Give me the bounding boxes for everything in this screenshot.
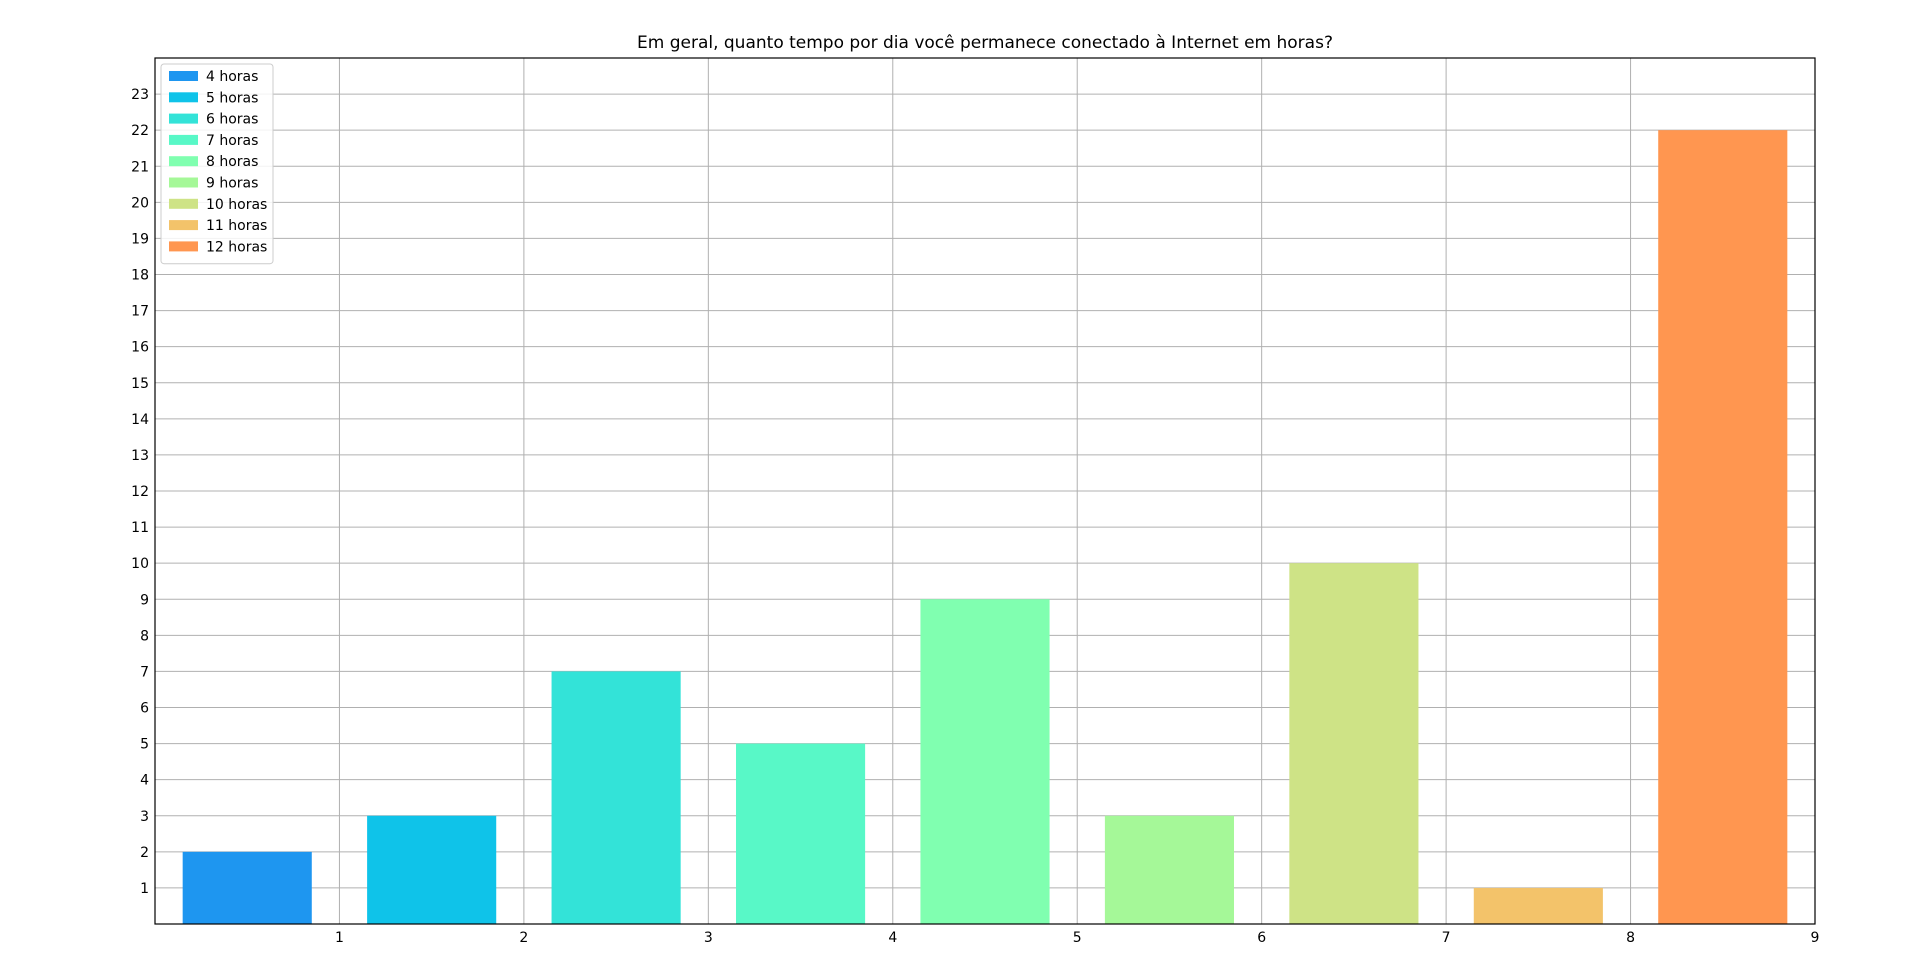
y-tick-label: 17 — [131, 304, 149, 320]
legend-label: 10 horas — [206, 197, 267, 213]
bar — [1289, 563, 1419, 924]
legend-swatch — [169, 177, 198, 188]
legend-swatch — [169, 220, 198, 231]
legend-swatch — [169, 92, 198, 103]
x-tick-label: 5 — [1073, 930, 1082, 946]
y-tick-label: 5 — [140, 737, 149, 753]
y-tick-label: 21 — [131, 159, 149, 175]
x-tick-label: 1 — [335, 930, 344, 946]
legend-label: 9 horas — [206, 176, 258, 192]
legend-label: 7 horas — [206, 133, 258, 149]
bar — [1658, 130, 1788, 924]
x-tick-label: 3 — [704, 930, 713, 946]
legend-swatch — [169, 198, 198, 209]
bar — [1473, 887, 1603, 924]
legend-label: 5 horas — [206, 90, 258, 106]
legend-swatch — [169, 71, 198, 81]
legend-label: 11 horas — [206, 218, 267, 234]
x-tick-label: 7 — [1442, 930, 1451, 946]
bar — [1104, 815, 1234, 924]
y-tick-label: 1 — [140, 881, 149, 897]
x-tick-label: 4 — [888, 930, 897, 946]
bar — [551, 671, 681, 924]
legend-swatch — [169, 113, 198, 124]
y-tick-label: 6 — [140, 701, 149, 717]
y-tick-label: 7 — [140, 664, 149, 680]
x-tick-label: 2 — [519, 930, 528, 946]
legend-label: 8 horas — [206, 154, 258, 170]
bars — [182, 130, 1788, 924]
y-tick-label: 10 — [131, 556, 149, 572]
y-tick-label: 3 — [140, 809, 149, 825]
bar — [182, 851, 312, 924]
y-tick-label: 13 — [131, 448, 149, 464]
y-tick-label: 20 — [131, 195, 149, 211]
legend-swatch — [169, 156, 198, 167]
legend-label: 12 horas — [206, 239, 267, 255]
bar — [920, 599, 1050, 924]
x-tick-label: 6 — [1257, 930, 1266, 946]
y-tick-label: 8 — [140, 628, 149, 644]
plot-frame — [154, 57, 1816, 925]
chart-title: Em geral, quanto tempo por dia você perm… — [637, 33, 1333, 53]
bar — [736, 743, 866, 924]
y-tick-label: 19 — [131, 231, 149, 247]
legend-swatch — [169, 134, 198, 145]
y-tick-label: 14 — [131, 412, 149, 428]
legend-swatch — [169, 241, 198, 252]
x-tick-label: 9 — [1811, 930, 1820, 946]
y-tick-label: 16 — [131, 340, 149, 356]
legend-label: 4 horas — [206, 69, 258, 85]
legend: 4 horas 5 horas 6 horas 7 horas 8 horas 9 hor… — [160, 63, 274, 265]
y-tick-label: 18 — [131, 268, 149, 284]
y-tick-label: 12 — [131, 484, 149, 500]
bar — [367, 815, 497, 924]
y-tick-label: 2 — [140, 845, 149, 861]
y-tick-label: 15 — [131, 376, 149, 392]
y-tick-label: 23 — [131, 87, 149, 103]
y-tick-label: 22 — [131, 123, 149, 139]
y-tick-label: 11 — [131, 520, 149, 536]
y-tick-label: 4 — [140, 773, 149, 789]
x-tick-label: 8 — [1626, 930, 1635, 946]
legend-label: 6 horas — [206, 112, 258, 128]
y-tick-label: 9 — [140, 592, 149, 608]
